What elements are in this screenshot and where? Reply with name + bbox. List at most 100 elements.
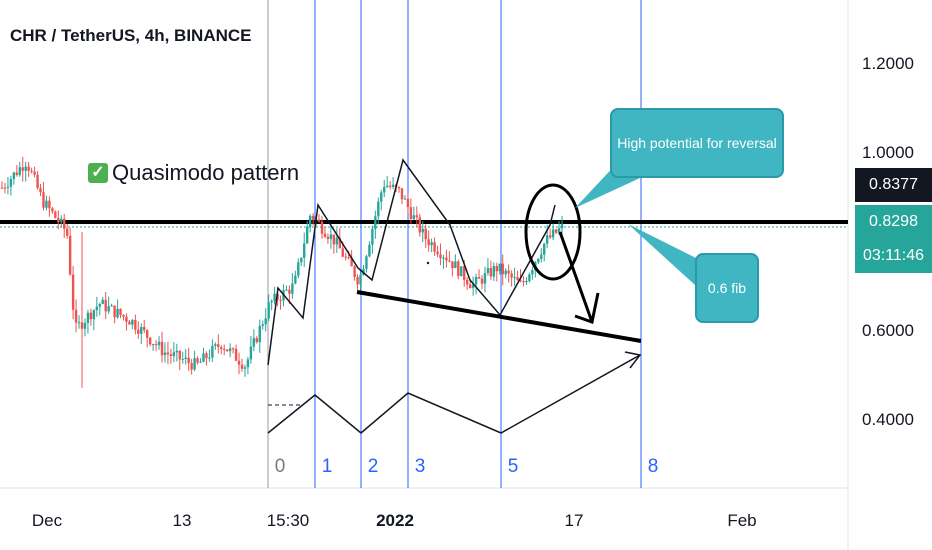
candle-body	[522, 281, 525, 283]
candle-body	[175, 350, 179, 353]
fib-callout-text: 0.6 fib	[707, 280, 747, 296]
reversal-circle	[524, 183, 582, 281]
candle-body	[323, 233, 327, 237]
candle-body	[317, 219, 321, 222]
candle-body	[365, 256, 368, 269]
candle-body	[57, 217, 60, 223]
candle-body	[424, 228, 427, 240]
candle-body	[445, 257, 448, 261]
candle-body	[543, 243, 546, 255]
fib-callout[interactable]: 0.6 fib	[695, 253, 759, 323]
candle-body	[63, 218, 66, 229]
projection-arrowhead	[624, 351, 642, 369]
x-tick-label: Feb	[727, 511, 756, 530]
candle-body	[83, 322, 87, 329]
candle-body	[421, 228, 424, 233]
candle-body	[267, 302, 270, 319]
candle-body	[356, 277, 359, 285]
candle-body	[95, 306, 99, 311]
candle-body	[113, 305, 116, 318]
candle-body	[288, 289, 291, 294]
zigzag-pattern-line	[267, 158, 556, 366]
candle-body	[377, 201, 380, 217]
candle-body	[128, 321, 131, 325]
candle-body	[12, 172, 16, 180]
wave-label: 3	[415, 456, 426, 477]
candle-body	[148, 337, 152, 345]
candle-body	[400, 188, 404, 200]
candle-body	[442, 257, 445, 259]
candle-body	[451, 261, 454, 269]
candle-body	[6, 186, 10, 188]
candle-body	[231, 348, 235, 350]
candle-body	[557, 228, 561, 233]
candle-body	[359, 274, 362, 285]
x-tick-label: 2022	[376, 511, 414, 530]
candle-body	[208, 357, 211, 359]
bar-countdown: 03:11:46	[862, 247, 925, 264]
candle-body	[489, 268, 493, 277]
candle-body	[353, 266, 356, 278]
candle-body	[279, 299, 282, 301]
candle-body	[151, 344, 155, 346]
candle-body	[311, 215, 315, 220]
candle-body	[202, 353, 205, 362]
candle-body	[125, 316, 128, 322]
pattern-annotation: ✓ Quasimodo pattern	[88, 160, 299, 186]
candle-body	[214, 344, 217, 346]
candle-body	[18, 167, 21, 175]
candle-body	[217, 344, 220, 348]
candle-body	[471, 284, 475, 289]
candle-body	[501, 263, 504, 275]
wave-label: 1	[322, 456, 333, 477]
candle-body	[454, 261, 457, 269]
candle-body	[291, 283, 294, 294]
candle-body	[258, 326, 261, 343]
candle-body	[504, 270, 507, 275]
candle-body	[495, 266, 499, 272]
candle-body	[196, 358, 199, 363]
candle-body	[430, 242, 433, 246]
candle-body	[131, 319, 134, 325]
candle-body	[347, 257, 350, 259]
candle-body	[234, 348, 238, 361]
y-tick-label: 1.0000	[862, 143, 914, 162]
candle-body	[92, 310, 96, 320]
candle-body	[403, 198, 407, 200]
candle-body	[341, 248, 344, 257]
candle-body	[187, 357, 190, 364]
candle-body	[220, 347, 223, 350]
candle-body	[380, 192, 383, 202]
candle-body	[137, 329, 140, 334]
candle-body	[510, 273, 513, 278]
candle-body	[264, 318, 267, 325]
candle-body	[285, 289, 288, 291]
candle-body	[119, 308, 122, 315]
candle-body	[157, 341, 161, 346]
candle-body	[223, 349, 226, 351]
candle-body	[246, 359, 250, 368]
candle-body	[243, 367, 247, 369]
candle-body	[338, 237, 341, 249]
reversal-callout[interactable]: High potential for reversal	[610, 108, 784, 178]
candle-body	[513, 277, 516, 279]
candles-group	[0, 156, 564, 377]
candle-body	[406, 198, 410, 208]
candle-body	[320, 221, 324, 234]
candle-body	[86, 312, 90, 323]
candle-body	[303, 243, 306, 258]
candle-body	[368, 244, 371, 257]
candle-body	[273, 293, 276, 301]
candle-body	[51, 208, 54, 212]
candle-body	[27, 166, 30, 171]
candle-body	[492, 266, 496, 277]
candle-body	[225, 349, 229, 352]
candle-body	[516, 277, 519, 281]
candle-body	[169, 354, 173, 357]
candle-body	[270, 300, 273, 303]
candle-body	[474, 277, 478, 285]
current-price-tag: 0.8298 03:11:46	[855, 205, 932, 273]
candle-body	[397, 187, 401, 189]
candle-body	[190, 363, 193, 370]
